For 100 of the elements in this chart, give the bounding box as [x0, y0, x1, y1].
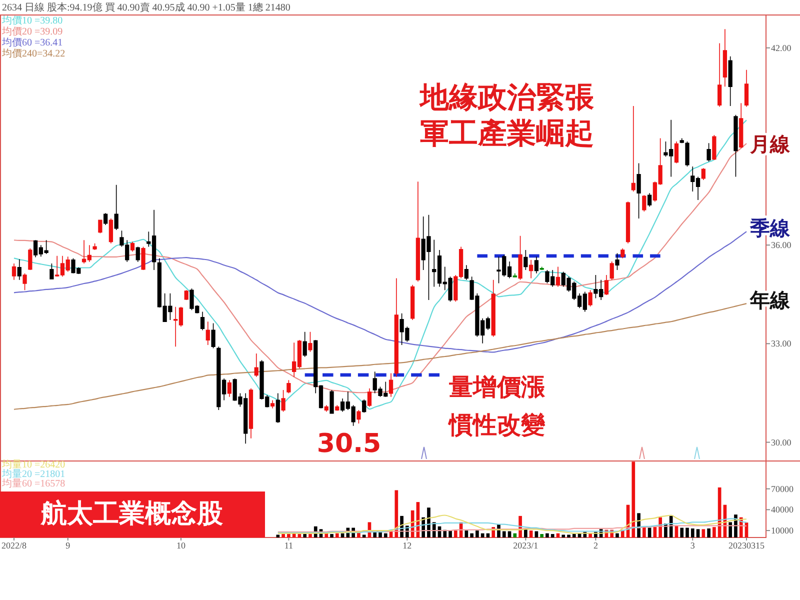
candlestick: [410, 284, 415, 320]
candlestick: [718, 42, 722, 108]
candlestick: [712, 134, 716, 160]
bar: [680, 528, 684, 538]
y-tick-label: 40000: [771, 504, 794, 515]
annotation: 軍工產業崛起: [420, 116, 594, 150]
candlestick: [416, 181, 420, 282]
x-tick-label: 12: [402, 540, 412, 550]
y-tick-label: 10000: [771, 526, 794, 536]
candlestick: [674, 141, 679, 164]
bar: [546, 533, 549, 538]
line-series: [277, 514, 748, 534]
candlestick: [647, 192, 652, 208]
candlestick: [604, 274, 609, 296]
chart-title: 2634 日線 股本:94.19億 買 40.90賣 40.95成 40.90 +1.05量 1總 21480: [2, 2, 290, 14]
x-tick-label: 11: [284, 540, 294, 550]
candlestick: [270, 400, 275, 409]
text: 均量10 =26420: [1, 458, 66, 470]
text: 均價240=34.22: [1, 48, 66, 60]
text: 均價10 =39.80: [1, 14, 63, 26]
bar: [330, 534, 334, 538]
candlestick: [512, 272, 517, 278]
x-tick-label: 2022/8: [1, 540, 27, 550]
candlestick: [308, 331, 312, 352]
candlestick: [227, 380, 232, 398]
candlestick: [276, 392, 280, 424]
bar: [690, 528, 694, 538]
bar: [502, 531, 506, 538]
annotation: 量增價漲: [448, 373, 546, 401]
bar: [335, 533, 339, 538]
bar: [632, 462, 636, 538]
bar: [384, 533, 388, 538]
x-tick-label: 2023/1: [513, 540, 538, 550]
candlestick: [254, 353, 258, 378]
candlestick: [631, 106, 636, 192]
bar: [702, 529, 706, 538]
bar: [567, 534, 570, 538]
candlestick: [491, 280, 496, 338]
y-tick-label: 42.00: [771, 42, 792, 53]
x-tick-label: 10: [176, 540, 186, 550]
candlestick: [728, 56, 732, 106]
y-tick-label: 70000: [771, 484, 794, 494]
candlestick: [302, 331, 307, 358]
bar: [448, 530, 452, 538]
bar: [540, 534, 544, 538]
candlestick: [744, 69, 749, 108]
bar: [308, 534, 312, 538]
candlestick: [518, 235, 522, 280]
candlestick: [540, 266, 544, 270]
candlestick: [588, 290, 592, 307]
bar: [303, 534, 307, 538]
candlestick: [211, 322, 216, 349]
candlestick: [556, 266, 560, 288]
candlestick: [114, 184, 118, 230]
bar: [282, 534, 285, 538]
text: 均價20 =39.09: [1, 26, 63, 38]
bar: [476, 530, 479, 538]
candlestick: [734, 114, 738, 178]
bar: [572, 534, 576, 538]
bar: [728, 522, 732, 538]
bar: [712, 527, 716, 538]
candlestick: [534, 256, 539, 274]
candlestick: [12, 263, 16, 280]
candlestick: [524, 250, 528, 270]
candlestick: [615, 252, 620, 270]
candlestick: [184, 290, 188, 300]
bar: [562, 534, 566, 538]
text: 均量20 =21801: [1, 468, 66, 480]
candlestick: [141, 246, 146, 270]
candlestick: [722, 28, 728, 88]
annotation: 慣性改變: [447, 411, 546, 439]
y-tick-label: 33.00: [771, 338, 792, 349]
line-series: [13, 303, 748, 410]
candlestick: [50, 263, 54, 280]
candlestick: [394, 278, 398, 378]
text: 均量60 =16578: [1, 478, 66, 490]
annotation: 地緣政治緊張: [418, 80, 595, 114]
candlestick: [324, 404, 328, 412]
candlestick: [130, 241, 135, 252]
candlestick: [464, 264, 468, 280]
candlestick: [626, 201, 630, 244]
candlestick: [92, 243, 97, 250]
candlestick: [680, 138, 684, 144]
x-tick-label: 2: [593, 540, 598, 550]
candlestick: [200, 311, 205, 331]
y-tick-label: 30.00: [771, 437, 792, 448]
candlestick: [281, 390, 286, 412]
candlestick: [248, 388, 254, 439]
line-series: [277, 525, 748, 532]
candlestick: [636, 162, 641, 219]
candlestick: [620, 248, 625, 259]
candlestick: [335, 404, 340, 412]
bar: [616, 533, 619, 538]
candlestick: [739, 102, 744, 149]
bar: [524, 529, 528, 538]
bar: [480, 533, 484, 538]
candlestick: [701, 168, 706, 180]
candlestick: [610, 261, 614, 280]
bar: [686, 528, 689, 538]
candlestick: [28, 248, 32, 270]
